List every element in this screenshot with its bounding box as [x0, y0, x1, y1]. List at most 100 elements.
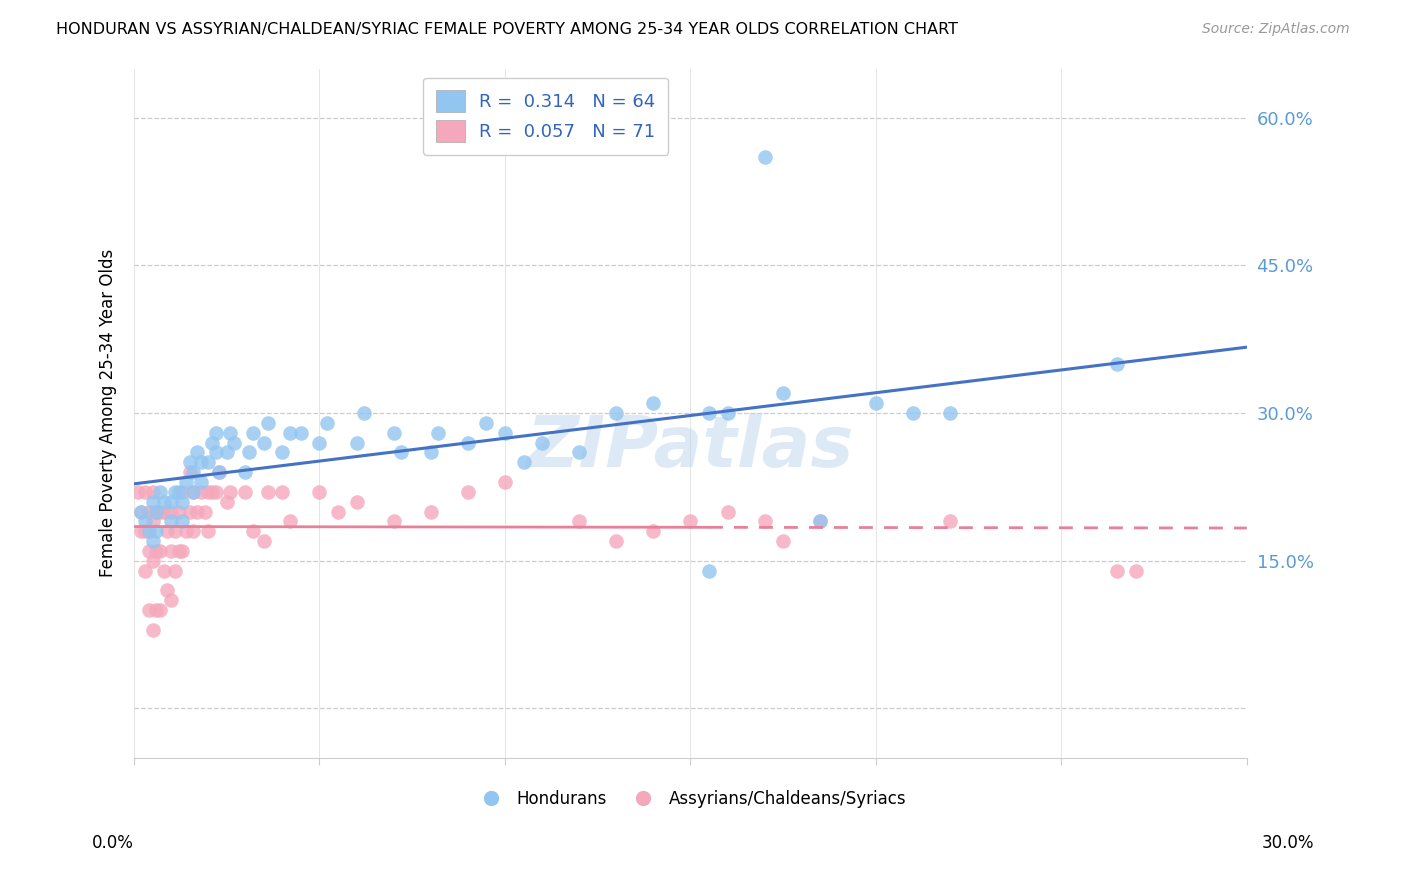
Point — [183, 484, 205, 499]
Point — [808, 514, 831, 528]
Point — [716, 406, 738, 420]
Point — [145, 544, 167, 558]
Point — [253, 534, 276, 549]
Point — [179, 504, 201, 518]
Point — [419, 504, 441, 518]
Point — [605, 406, 627, 420]
Point — [172, 484, 194, 499]
Point — [183, 465, 205, 479]
Point — [163, 484, 186, 499]
Point — [204, 484, 226, 499]
Point — [134, 524, 156, 539]
Point — [568, 445, 591, 459]
Point — [224, 435, 246, 450]
Point — [134, 484, 156, 499]
Point — [219, 425, 242, 440]
Point — [142, 514, 165, 528]
Y-axis label: Female Poverty Among 25-34 Year Olds: Female Poverty Among 25-34 Year Olds — [100, 249, 117, 577]
Point — [138, 603, 160, 617]
Point — [271, 484, 294, 499]
Point — [208, 465, 231, 479]
Text: 0.0%: 0.0% — [91, 834, 134, 852]
Point — [238, 445, 260, 459]
Point — [131, 504, 153, 518]
Point — [167, 504, 190, 518]
Point — [142, 494, 165, 508]
Point — [172, 514, 194, 528]
Point — [233, 484, 256, 499]
Point — [174, 524, 197, 539]
Point — [186, 504, 208, 518]
Point — [160, 593, 183, 607]
Point — [419, 445, 441, 459]
Point — [901, 406, 924, 420]
Point — [382, 425, 405, 440]
Point — [697, 564, 720, 578]
Point — [149, 544, 172, 558]
Point — [142, 534, 165, 549]
Point — [219, 484, 242, 499]
Point — [138, 524, 160, 539]
Point — [142, 554, 165, 568]
Point — [716, 504, 738, 518]
Point — [131, 504, 153, 518]
Point — [457, 484, 479, 499]
Point — [754, 514, 776, 528]
Point — [174, 475, 197, 489]
Point — [142, 623, 165, 637]
Point — [138, 504, 160, 518]
Point — [215, 445, 238, 459]
Point — [160, 494, 183, 508]
Point — [233, 465, 256, 479]
Point — [127, 484, 149, 499]
Point — [149, 603, 172, 617]
Point — [134, 564, 156, 578]
Point — [605, 534, 627, 549]
Point — [183, 524, 205, 539]
Point — [201, 435, 224, 450]
Point — [208, 465, 231, 479]
Point — [808, 514, 831, 528]
Point — [1105, 564, 1128, 578]
Point — [308, 484, 330, 499]
Point — [145, 504, 167, 518]
Point — [149, 504, 172, 518]
Text: 30.0%: 30.0% — [1263, 834, 1315, 852]
Point — [179, 455, 201, 469]
Point — [271, 445, 294, 459]
Point — [242, 524, 264, 539]
Point — [183, 484, 205, 499]
Point — [204, 445, 226, 459]
Point — [475, 416, 498, 430]
Text: Source: ZipAtlas.com: Source: ZipAtlas.com — [1202, 22, 1350, 37]
Point — [389, 445, 412, 459]
Point — [939, 406, 962, 420]
Point — [145, 504, 167, 518]
Point — [316, 416, 339, 430]
Point — [138, 544, 160, 558]
Point — [134, 514, 156, 528]
Point — [697, 406, 720, 420]
Point — [326, 504, 349, 518]
Text: HONDURAN VS ASSYRIAN/CHALDEAN/SYRIAC FEMALE POVERTY AMONG 25-34 YEAR OLDS CORREL: HONDURAN VS ASSYRIAN/CHALDEAN/SYRIAC FEM… — [56, 22, 959, 37]
Point — [308, 435, 330, 450]
Point — [1125, 564, 1147, 578]
Point — [382, 514, 405, 528]
Point — [197, 455, 219, 469]
Point — [494, 475, 516, 489]
Point — [242, 425, 264, 440]
Point — [167, 544, 190, 558]
Point — [427, 425, 450, 440]
Point — [643, 396, 665, 410]
Point — [253, 435, 276, 450]
Point — [204, 425, 226, 440]
Point — [215, 494, 238, 508]
Point — [172, 494, 194, 508]
Point — [163, 564, 186, 578]
Point — [131, 524, 153, 539]
Point — [197, 484, 219, 499]
Point — [142, 484, 165, 499]
Point — [865, 396, 887, 410]
Point — [754, 150, 776, 164]
Point — [149, 484, 172, 499]
